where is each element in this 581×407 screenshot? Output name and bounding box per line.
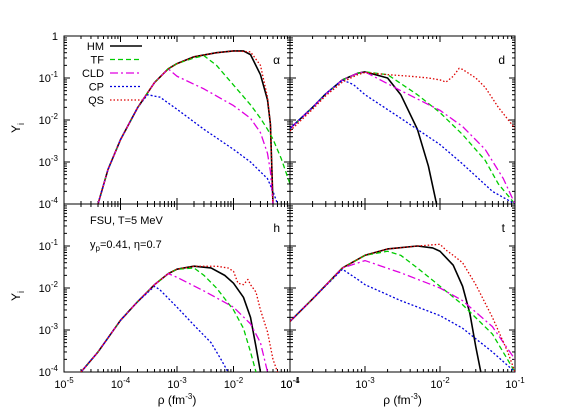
legend-label: TF <box>91 55 105 67</box>
y-tick-label: 10-1 <box>39 70 59 85</box>
y-tick-label: 10-3 <box>39 154 59 169</box>
x-tick-label: 10-3 <box>167 376 187 391</box>
y-tick-label: 10-4 <box>39 364 59 379</box>
panel-label: α <box>273 53 280 67</box>
y-tick-label: 10-4 <box>39 196 59 211</box>
y-axis-label: Yi <box>9 123 26 133</box>
series-line-qs <box>97 50 274 204</box>
ticks <box>289 203 516 373</box>
x-tick-label: 10-2 <box>224 376 244 391</box>
ticks <box>63 203 291 373</box>
legend-label: CLD <box>82 68 104 80</box>
series-group <box>80 265 279 372</box>
legend-label: QS <box>88 95 104 107</box>
series-line-tf <box>290 71 515 204</box>
panel-t: 10-4 10-3 10-2 10-1 ρ (fm-3) t <box>280 203 525 407</box>
series-line-cld <box>290 259 515 360</box>
panel-label: t <box>502 221 506 235</box>
y-tick-label: 10-2 <box>39 280 59 295</box>
legend-item-qs: QS <box>88 95 142 107</box>
legend-item-tf: TF <box>91 55 142 67</box>
panel-label: h <box>273 221 280 235</box>
series-line-hm <box>290 71 438 204</box>
series-line-cp <box>290 268 515 372</box>
series-line-tf <box>290 250 515 372</box>
series-line-hm <box>80 265 262 372</box>
legend-item-cld: CLD <box>82 68 142 80</box>
x-tick-label: 10-4 <box>111 376 131 391</box>
y-tick-label: 10-3 <box>39 322 59 337</box>
x-axis-label: ρ (fm-3) <box>383 392 422 407</box>
legend-item-hm: HM <box>87 41 142 53</box>
x-tick-label: 10-4 <box>280 376 300 391</box>
series-group <box>290 243 515 372</box>
x-tick-label: 10-3 <box>355 376 375 391</box>
y-tick-label: 1 <box>52 31 58 43</box>
panel-alpha: 10-4 10-3 10-2 10-1 1 Yi α <box>9 31 291 211</box>
x-tick-label: 10-1 <box>505 376 525 391</box>
series-line-qs <box>290 243 515 372</box>
panel-h: 10-5 10-4 10-3 10-2 10-110-410-310-210-1Yiρ … <box>9 203 300 407</box>
series-group <box>290 67 515 204</box>
series-line-hm <box>97 50 274 204</box>
annotation-line-2: yp=0.41, η=0.7 <box>90 239 162 253</box>
panel-d: d <box>289 35 516 205</box>
series-line-cp <box>80 285 229 372</box>
series-line-cld <box>80 272 269 372</box>
y-tick-label: 10-2 <box>39 112 59 127</box>
y-tick-label: 10-1 <box>39 238 59 253</box>
legend-item-cp: CP <box>89 82 142 94</box>
panel-label: d <box>498 53 505 67</box>
series-group <box>97 50 290 204</box>
x-tick-label: 10-5 <box>54 376 74 391</box>
legend-label: HM <box>87 41 104 53</box>
x-tick-label: 10-2 <box>430 376 450 391</box>
series-line-hm <box>290 245 482 372</box>
series-line-tf <box>80 267 257 372</box>
legend-label: CP <box>89 82 104 94</box>
series-line-cp <box>290 79 515 204</box>
series-line-qs <box>290 67 515 132</box>
series-line-cld <box>97 68 274 204</box>
series-line-cp <box>97 94 279 204</box>
x-axis-label: ρ (fm-3) <box>158 392 197 407</box>
y-axis-label: Yi <box>9 291 26 301</box>
series-line-cld <box>290 71 515 204</box>
series-line-qs <box>80 265 279 372</box>
annotation-line-1: FSU, T=5 MeV <box>90 215 164 227</box>
